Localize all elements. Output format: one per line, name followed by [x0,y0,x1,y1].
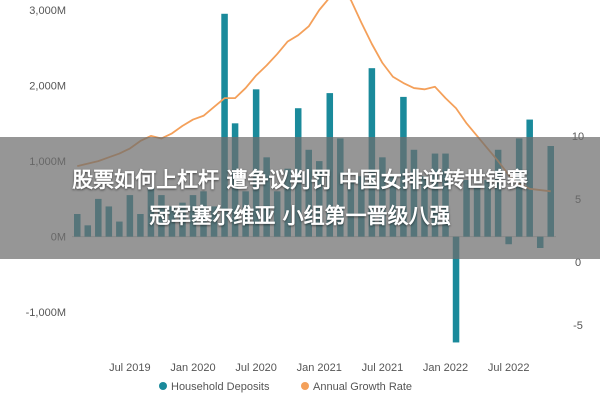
legend-marker-household-deposits [159,382,167,390]
headline-line-2: 冠军塞尔维亚 小组第一晋级八强 [149,204,451,228]
x-axis-tick-label: Jul 2019 [109,362,151,374]
right-axis-tick-label: 0 [575,257,581,269]
x-axis-tick-label: Jul 2020 [235,362,277,374]
bar-household-deposits [221,13,228,237]
left-axis-tick-label: 3,000M [29,5,66,17]
left-axis-tick-label: -1,000M [26,307,66,319]
x-axis-tick-label: Jan 2022 [423,362,468,374]
legend-label-household-deposits: Household Deposits [171,381,270,393]
legend-label-annual-growth-rate: Annual Growth Rate [313,381,412,393]
bar-household-deposits [452,236,460,343]
right-axis-tick-label: -5 [573,320,583,332]
headline-line-1: 股票如何上杠杆 遭争议判罚 中国女排逆转世锦赛 [72,168,528,192]
x-axis-tick-label: Jul 2022 [488,362,530,374]
x-axis-tick-label: Jan 2020 [170,362,215,374]
left-axis-tick-label: 2,000M [29,81,66,93]
headline-banner: 股票如何上杠杆 遭争议判罚 中国女排逆转世锦赛 冠军塞尔维亚 小组第一晋级八强 [0,137,600,259]
legend-marker-annual-growth-rate [301,382,309,390]
x-axis-tick-label: Jan 2021 [297,362,342,374]
x-axis-tick-label: Jul 2021 [362,362,404,374]
